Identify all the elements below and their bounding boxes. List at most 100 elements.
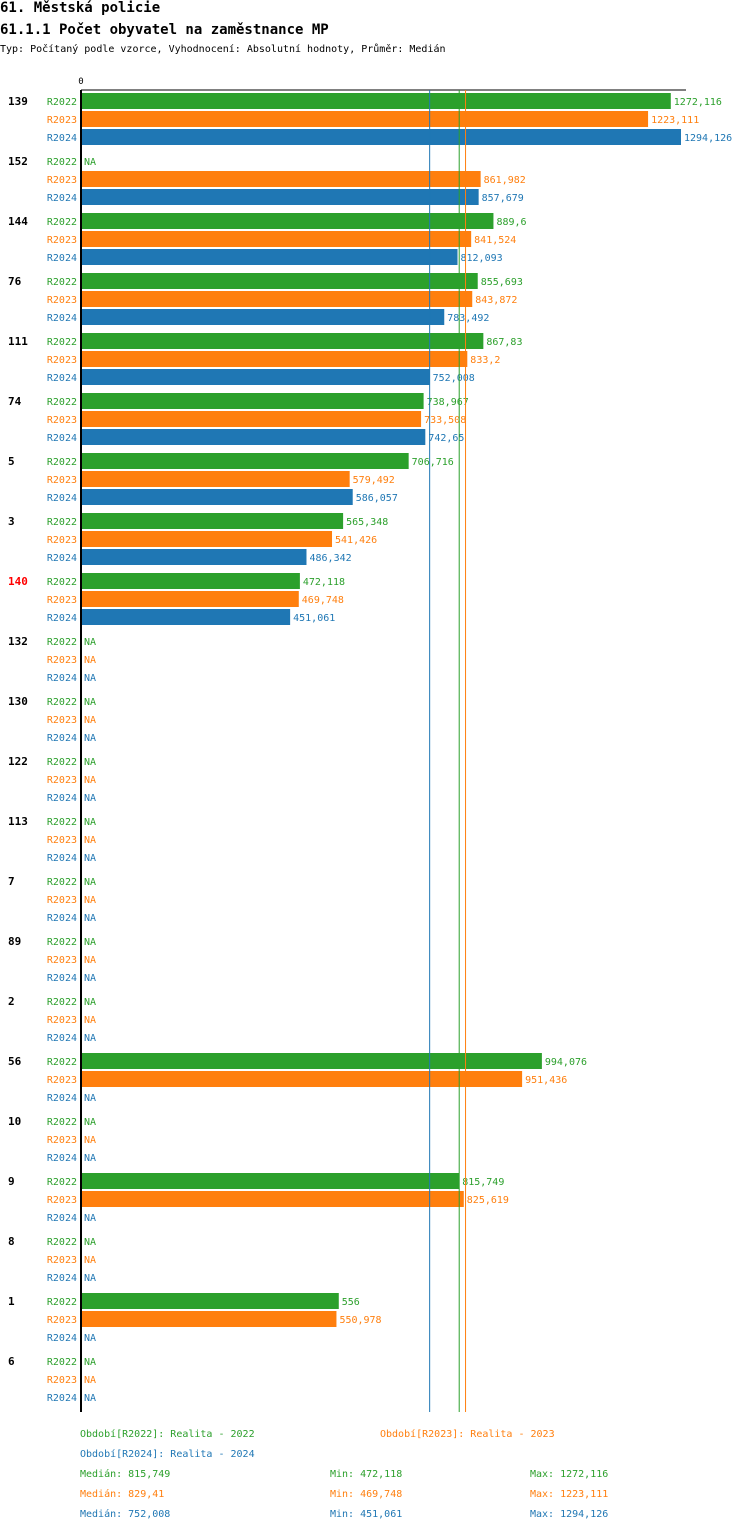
series-label: R2023: [47, 235, 77, 246]
bar: [81, 213, 494, 229]
data-label: 1272,116: [674, 97, 722, 108]
data-label: 706,716: [412, 457, 454, 468]
legend-median: Medián: 815,749: [80, 1468, 170, 1480]
series-label: R2023: [47, 1015, 77, 1026]
series-label: R2022: [47, 277, 77, 288]
data-label: 733,508: [424, 415, 466, 426]
na-label: NA: [84, 1255, 96, 1266]
series-label: R2023: [47, 1135, 77, 1146]
bar: [81, 591, 299, 607]
bar: [81, 231, 472, 247]
na-label: NA: [84, 1333, 96, 1344]
bar: [81, 351, 468, 367]
series-label: R2023: [47, 1315, 77, 1326]
data-label: 752,008: [433, 373, 475, 384]
data-label: 565,348: [346, 517, 388, 528]
na-label: NA: [84, 817, 96, 828]
series-label: R2022: [47, 1297, 77, 1308]
series-label: R2024: [47, 673, 77, 684]
na-label: NA: [84, 1135, 96, 1146]
bar: [81, 411, 422, 427]
series-label: R2022: [47, 637, 77, 648]
na-label: NA: [84, 1033, 96, 1044]
na-label: NA: [84, 1375, 96, 1386]
group-label: 1: [8, 1295, 15, 1308]
legend-min: Min: 451,061: [330, 1509, 402, 1520]
group-label: 139: [8, 95, 28, 108]
series-label: R2022: [47, 397, 77, 408]
bar: [81, 171, 481, 187]
series-label: R2023: [47, 1255, 77, 1266]
na-label: NA: [84, 853, 96, 864]
series-label: R2022: [47, 517, 77, 528]
group-label: 76: [8, 275, 22, 288]
na-label: NA: [84, 937, 96, 948]
group-label: 6: [8, 1355, 15, 1368]
series-label: R2024: [47, 313, 77, 324]
bar: [81, 291, 473, 307]
data-label: 1223,111: [651, 115, 699, 126]
bar: [81, 471, 350, 487]
data-label: 556: [342, 1297, 360, 1308]
bar: [81, 513, 344, 529]
bar: [81, 273, 478, 289]
na-label: NA: [84, 1093, 96, 1104]
data-label: 472,118: [303, 577, 345, 588]
group-label: 122: [8, 755, 28, 768]
legend-period: Období[R2024]: Realita - 2024: [80, 1448, 255, 1460]
legend-period: Období[R2022]: Realita - 2022: [80, 1428, 255, 1440]
na-label: NA: [84, 673, 96, 684]
na-label: NA: [84, 157, 96, 168]
bar: [81, 333, 484, 349]
bar: [81, 189, 479, 205]
data-label: 833,2: [470, 355, 500, 366]
series-label: R2023: [47, 415, 77, 426]
series-label: R2024: [47, 433, 77, 444]
na-label: NA: [84, 733, 96, 744]
bar: [81, 549, 307, 565]
bar: [81, 1293, 339, 1309]
series-label: R2024: [47, 373, 77, 384]
data-label: 1294,126: [684, 133, 732, 144]
bar: [81, 1311, 337, 1327]
group-label: 144: [8, 215, 28, 228]
group-label: 2: [8, 995, 15, 1008]
series-label: R2024: [47, 1213, 77, 1224]
na-label: NA: [84, 1015, 96, 1026]
series-label: R2022: [47, 97, 77, 108]
data-label: 742,65: [428, 433, 464, 444]
series-label: R2023: [47, 115, 77, 126]
data-label: 825,619: [467, 1195, 509, 1206]
group-label: 8: [8, 1235, 15, 1248]
series-label: R2022: [47, 457, 77, 468]
series-label: R2022: [47, 1117, 77, 1128]
series-label: R2024: [47, 793, 77, 804]
legend-min: Min: 469,748: [330, 1489, 402, 1500]
data-label: 951,436: [525, 1075, 567, 1086]
data-label: 486,342: [309, 553, 351, 564]
bar: [81, 573, 300, 589]
series-label: R2024: [47, 493, 77, 504]
group-label: 56: [8, 1055, 22, 1068]
data-label: 469,748: [302, 595, 344, 606]
chart-info: Typ: Počítaný podle vzorce, Vyhodnocení:…: [0, 44, 446, 55]
series-label: R2024: [47, 913, 77, 924]
series-label: R2023: [47, 295, 77, 306]
legend-max: Max: 1272,116: [530, 1469, 608, 1480]
data-label: 857,679: [482, 193, 524, 204]
series-label: R2023: [47, 955, 77, 966]
group-label: 10: [8, 1115, 21, 1128]
na-label: NA: [84, 1153, 96, 1164]
na-label: NA: [84, 697, 96, 708]
bar: [81, 489, 353, 505]
series-label: R2024: [47, 733, 77, 744]
page-title: 61. Městská policie: [0, 0, 161, 16]
series-label: R2024: [47, 133, 77, 144]
series-label: R2024: [47, 613, 77, 624]
series-label: R2023: [47, 1375, 77, 1386]
series-label: R2024: [47, 1273, 77, 1284]
group-label: 74: [8, 395, 22, 408]
group-label: 7: [8, 875, 15, 888]
na-label: NA: [84, 637, 96, 648]
